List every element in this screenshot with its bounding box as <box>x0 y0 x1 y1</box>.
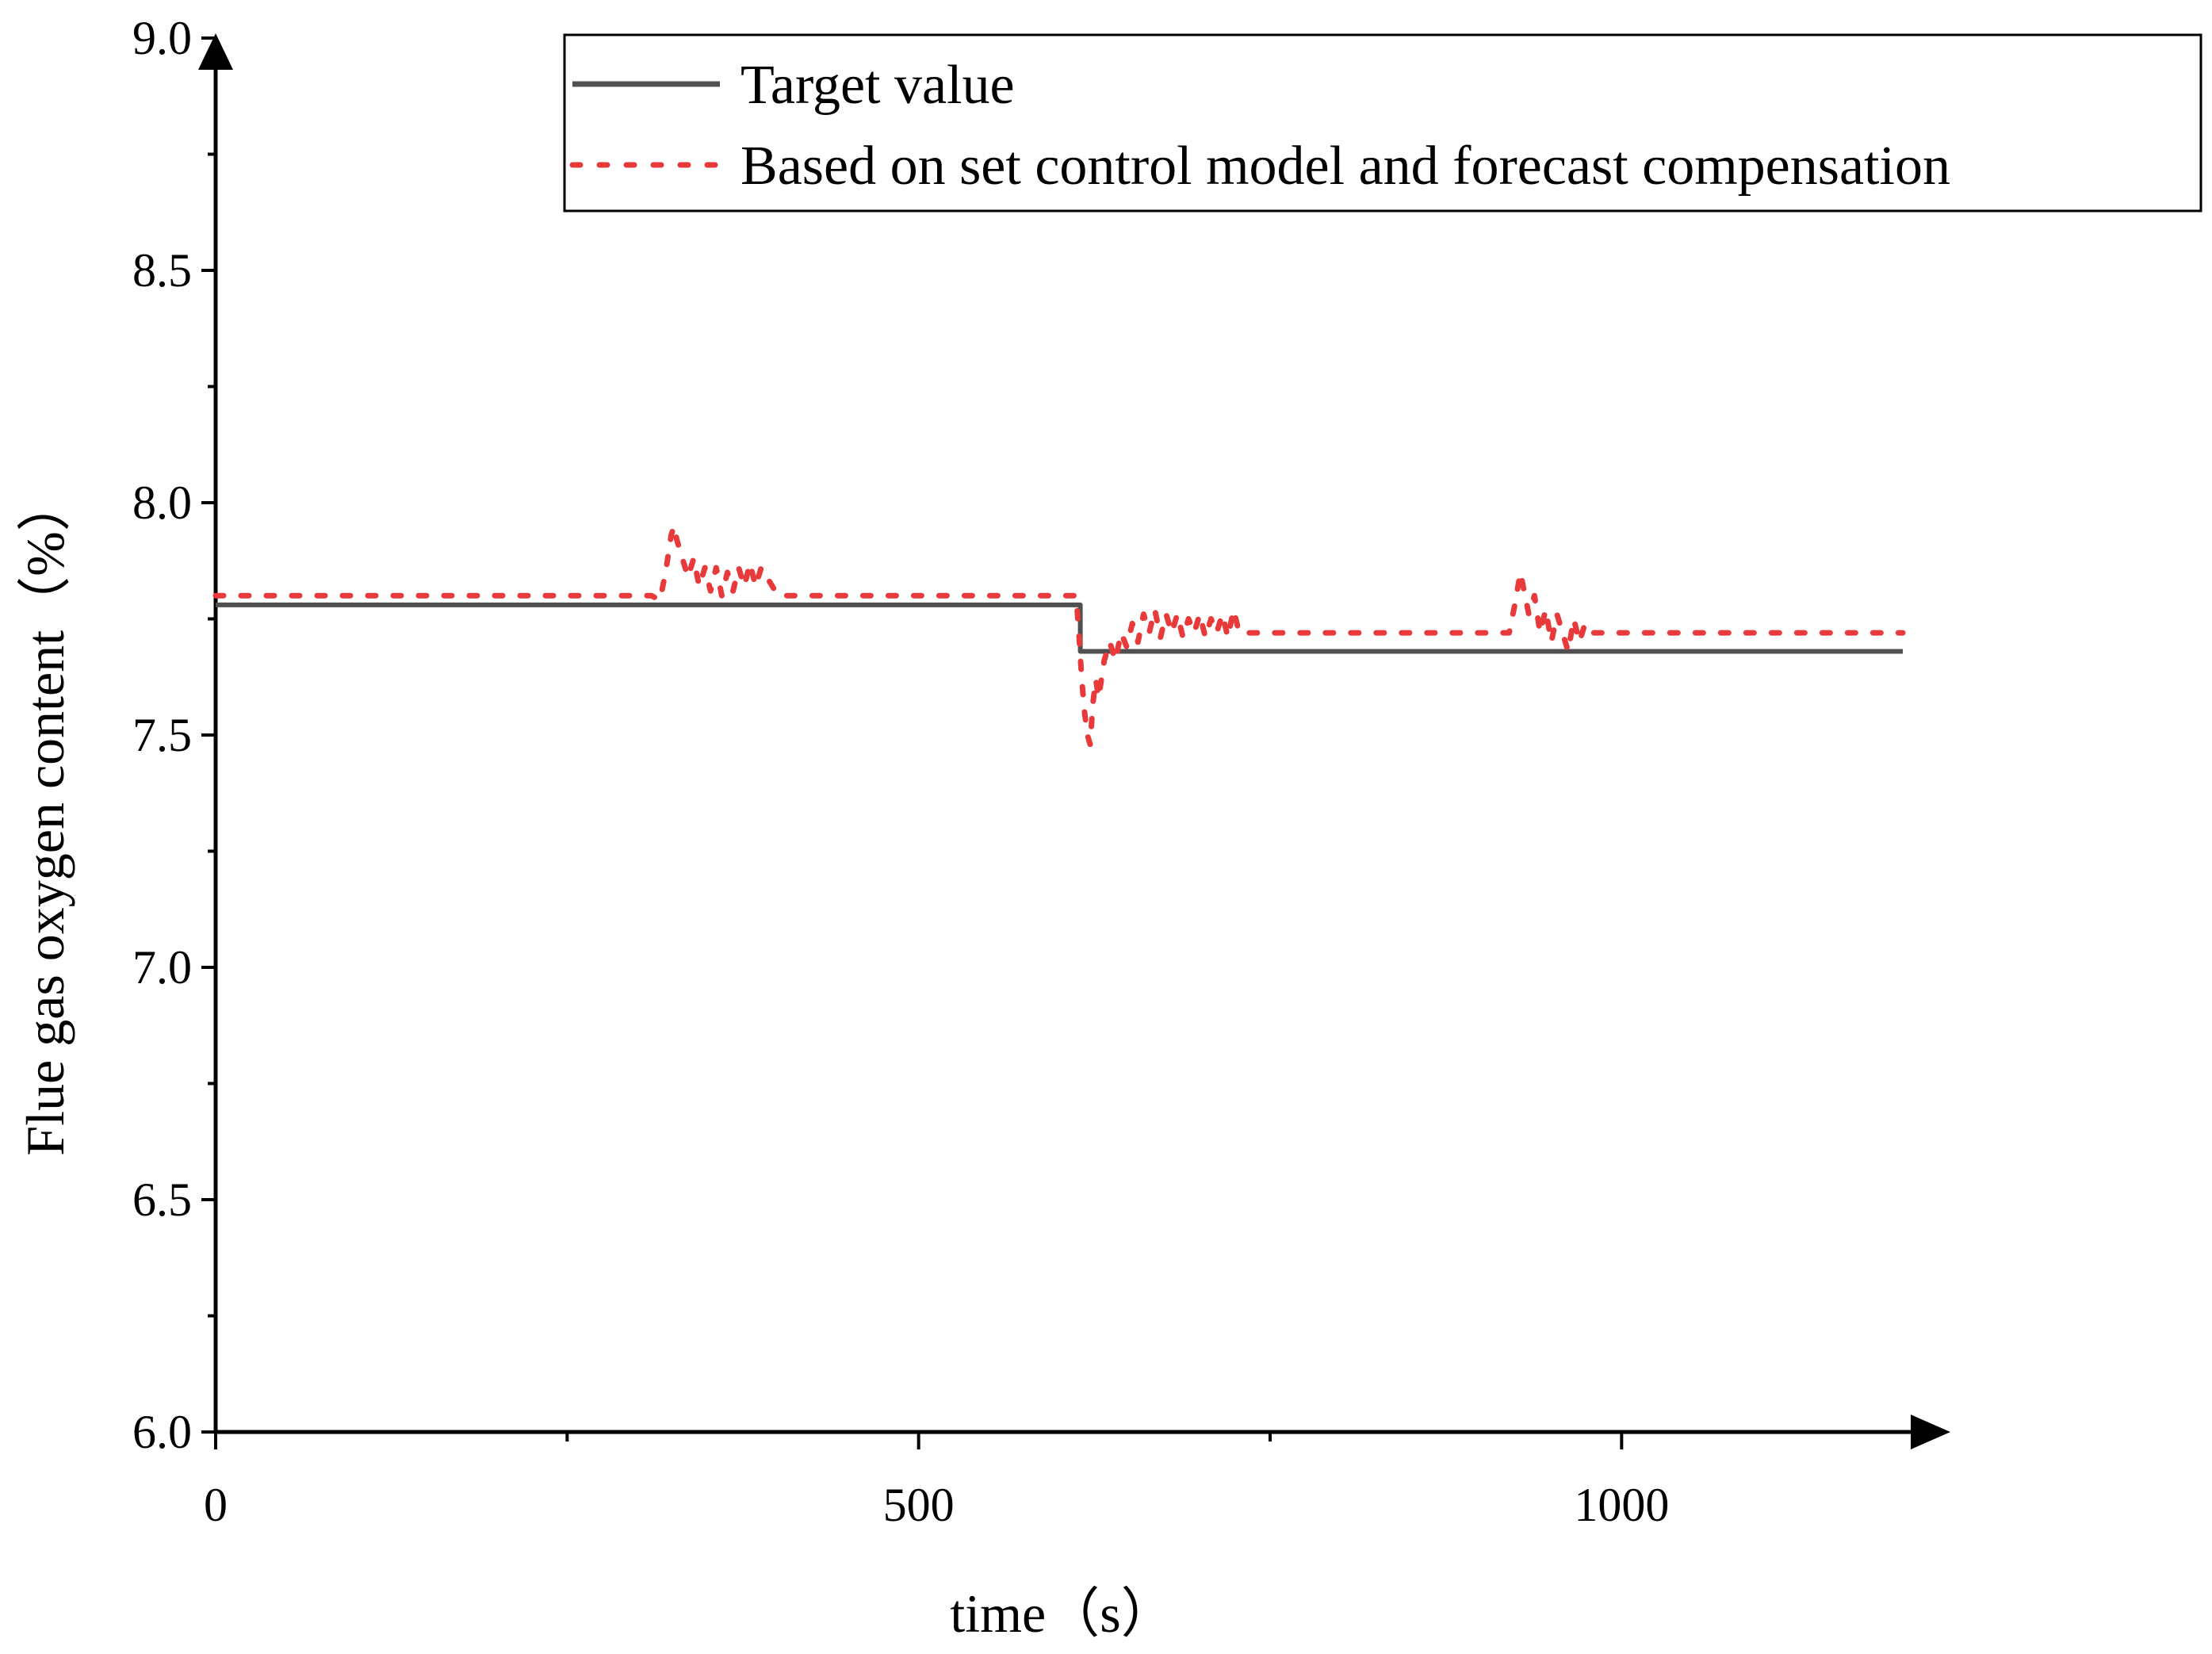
axes: 6.0 6.5 7.0 7.5 8.0 8.5 9.0 0 500 1000 <box>132 12 1950 1531</box>
legend-label: Based on set control model and forecast … <box>741 136 1950 197</box>
legend-box <box>563 33 2202 212</box>
legend: Target value Based on set control model a… <box>563 33 2202 212</box>
y-tick-label: 7.0 <box>132 941 192 994</box>
series-forecast-compensation-line <box>212 523 1906 748</box>
x-tick-label: 500 <box>883 1479 955 1531</box>
y-axis-arrowhead <box>198 33 233 70</box>
y-tick-label: 6.0 <box>132 1406 192 1458</box>
x-axis-arrowhead <box>1911 1415 1950 1449</box>
y-tick-label: 9.0 <box>132 12 192 64</box>
x-tick-label: 0 <box>204 1479 228 1531</box>
y-tick-label: 6.5 <box>132 1173 192 1226</box>
y-axis-label: Flue gas oxygen content（%） <box>15 477 75 1156</box>
plot-area <box>212 523 1906 748</box>
x-tick-label: 1000 <box>1574 1479 1669 1531</box>
y-tick-label: 7.5 <box>132 709 192 761</box>
y-tick-label: 8.5 <box>132 244 192 297</box>
y-tick-label: 8.0 <box>132 477 192 529</box>
series-target-value-line <box>216 602 1903 654</box>
x-axis-label: time（s） <box>950 1583 1174 1644</box>
legend-label: Target value <box>741 55 1015 116</box>
